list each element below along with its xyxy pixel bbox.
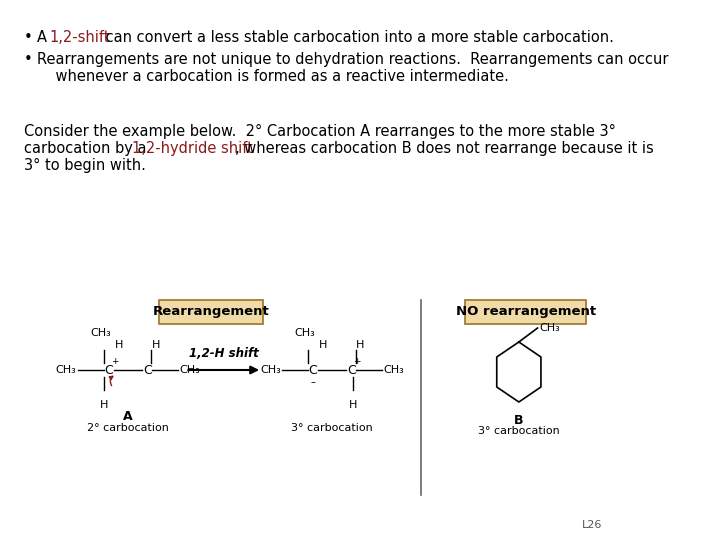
Text: A: A	[123, 410, 132, 423]
Text: Rearrangements are not unique to dehydration reactions.  Rearrangements can occu: Rearrangements are not unique to dehydra…	[37, 52, 669, 67]
Text: whenever a carbocation is formed as a reactive intermediate.: whenever a carbocation is formed as a re…	[37, 69, 509, 84]
Text: 1,2-H shift: 1,2-H shift	[189, 347, 258, 360]
Text: can convert a less stable carbocation into a more stable carbocation.: can convert a less stable carbocation in…	[102, 30, 614, 45]
Text: +: +	[354, 357, 361, 367]
Text: CH₃: CH₃	[260, 365, 281, 375]
Text: +: +	[111, 357, 119, 367]
Text: H: H	[319, 340, 328, 350]
Text: C: C	[309, 363, 318, 376]
Text: L26: L26	[582, 520, 602, 530]
Text: CH₃: CH₃	[539, 323, 560, 333]
Text: H: H	[348, 400, 357, 410]
Text: 3° carbocation: 3° carbocation	[478, 426, 559, 436]
Text: , whereas carbocation B does not rearrange because it is: , whereas carbocation B does not rearran…	[235, 141, 654, 156]
Text: CH₃: CH₃	[55, 365, 76, 375]
Text: –: –	[310, 377, 315, 387]
Text: carbocation by a: carbocation by a	[24, 141, 151, 156]
Text: H: H	[115, 340, 123, 350]
Text: 1,2-hydride shift: 1,2-hydride shift	[132, 141, 253, 156]
Text: 2° carbocation: 2° carbocation	[87, 423, 169, 433]
Text: CH₃: CH₃	[384, 365, 405, 375]
Text: C: C	[347, 363, 356, 376]
Text: •: •	[24, 52, 32, 67]
Text: CH₃: CH₃	[179, 365, 200, 375]
FancyBboxPatch shape	[159, 300, 263, 324]
Text: Rearrangement: Rearrangement	[153, 305, 269, 318]
Text: C: C	[143, 363, 151, 376]
Text: H: H	[356, 340, 364, 350]
FancyBboxPatch shape	[465, 300, 586, 324]
Text: H: H	[99, 400, 108, 410]
FancyArrowPatch shape	[109, 376, 113, 386]
Text: CH₃: CH₃	[294, 328, 315, 338]
Text: NO rearrangement: NO rearrangement	[456, 305, 595, 318]
Text: 3° carbocation: 3° carbocation	[292, 423, 373, 433]
Text: 3° to begin with.: 3° to begin with.	[24, 158, 145, 173]
Text: A: A	[37, 30, 52, 45]
Text: C: C	[104, 363, 113, 376]
Text: Consider the example below.  2° Carbocation A rearranges to the more stable 3°: Consider the example below. 2° Carbocati…	[24, 124, 616, 139]
Text: CH₃: CH₃	[90, 328, 111, 338]
Text: H: H	[151, 340, 160, 350]
Text: 1,2-shift: 1,2-shift	[50, 30, 110, 45]
Text: •: •	[24, 30, 32, 45]
Text: B: B	[514, 414, 523, 427]
